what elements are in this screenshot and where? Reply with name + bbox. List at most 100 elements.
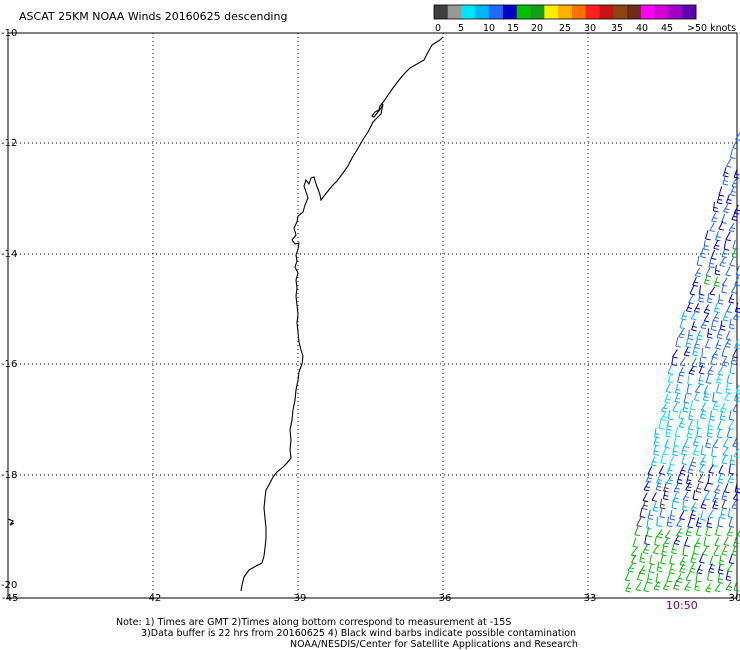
wind-barb — [734, 482, 740, 494]
wind-barb — [714, 484, 721, 494]
wind-barb — [731, 545, 738, 556]
colorbar-swatch — [682, 5, 697, 19]
wind-barb — [674, 392, 681, 403]
colorbar-swatch — [571, 5, 587, 19]
wind-barb — [686, 474, 692, 485]
wind-barb — [647, 509, 654, 520]
wind-barb — [666, 572, 673, 583]
wind-barb — [692, 436, 699, 447]
wind-speed-colorbar — [433, 4, 697, 20]
wind-barb — [654, 428, 660, 439]
wind-barb — [702, 546, 708, 556]
wind-barb — [690, 456, 697, 467]
wind-barb — [717, 366, 724, 376]
wind-barb — [708, 464, 714, 474]
wind-barb — [706, 427, 713, 438]
wind-barb — [728, 293, 735, 304]
wind-barb — [689, 400, 696, 411]
note-line-3: NOAA/NESDIS/Center for Satellite Applica… — [290, 639, 578, 650]
wind-barb — [663, 482, 669, 493]
wind-barb — [733, 448, 740, 458]
wind-barb — [664, 393, 671, 404]
wind-barb — [630, 554, 637, 565]
wind-barb — [664, 529, 671, 539]
wind-barb — [643, 481, 650, 492]
wind-barb — [707, 365, 714, 375]
wind-barb — [705, 373, 712, 385]
wind-barb — [655, 480, 662, 492]
wind-barb — [721, 545, 728, 556]
wind-barb — [704, 338, 711, 349]
wind-barb — [639, 507, 646, 519]
wind-barb — [728, 517, 735, 528]
wind-barb — [728, 554, 735, 565]
wind-barb — [686, 384, 692, 395]
colorbar-swatch — [668, 5, 683, 19]
wind-barb — [700, 445, 707, 456]
wind-barb — [691, 321, 697, 332]
wind-barb — [717, 473, 724, 484]
wind-barb — [651, 456, 657, 467]
wind-barb — [721, 347, 728, 358]
wind-barb — [723, 536, 729, 547]
wind-barb — [723, 438, 729, 448]
colorbar-swatch — [447, 5, 462, 19]
wind-barb — [728, 420, 734, 430]
wind-barb — [665, 427, 672, 438]
wind-barb — [704, 490, 710, 501]
wind-barb — [684, 536, 690, 547]
wind-barb — [727, 473, 734, 484]
wind-barb — [667, 365, 674, 375]
wind-barb — [625, 582, 632, 593]
wind-barb — [725, 158, 732, 168]
wind-barb — [666, 464, 673, 475]
wind-barb — [726, 563, 733, 573]
longitude-label: -36 — [435, 593, 451, 604]
wind-barb — [713, 546, 719, 557]
wind-barb — [710, 355, 716, 366]
wind-barb — [669, 554, 675, 565]
wind-barb — [702, 391, 709, 402]
wind-barb — [694, 338, 700, 349]
wind-barb — [735, 265, 740, 276]
wind-barb — [647, 466, 654, 476]
colorbar-swatch — [640, 5, 656, 19]
wind-barb — [722, 447, 729, 457]
wind-barb — [700, 402, 707, 412]
wind-barb — [692, 346, 698, 357]
latitude-label: -12 — [1, 138, 17, 149]
wind-barb — [726, 428, 733, 439]
wind-barb — [646, 519, 652, 530]
wind-barb — [732, 139, 739, 150]
wind-barb — [677, 373, 683, 384]
wind-barb — [690, 310, 697, 321]
wind-barb — [652, 544, 659, 555]
wind-barb — [689, 563, 696, 573]
colorbar-frame — [433, 4, 697, 20]
wind-barb — [696, 427, 702, 438]
wind-barb — [658, 419, 665, 430]
wind-barb — [687, 463, 694, 475]
wind-barb — [658, 465, 665, 475]
wind-barb — [699, 456, 707, 466]
wind-barb — [694, 267, 702, 278]
wind-barb — [694, 538, 701, 548]
wind-barb — [646, 573, 653, 584]
coastline-island — [7, 518, 15, 526]
wind-barb — [678, 329, 685, 339]
colorbar-swatch — [530, 5, 545, 19]
wind-barb — [706, 517, 712, 529]
wind-barb — [643, 582, 649, 593]
wind-barb — [709, 555, 715, 566]
lat-lon-gridlines — [8, 33, 737, 598]
wind-barb — [732, 402, 739, 413]
wind-barb — [730, 354, 737, 366]
wind-barb — [724, 392, 731, 402]
longitude-label: -45 — [2, 593, 18, 604]
wind-barb — [731, 248, 738, 259]
colorbar-swatch — [654, 5, 669, 19]
wind-barb — [714, 537, 720, 547]
wind-barb — [689, 285, 696, 296]
wind-barb — [676, 527, 683, 537]
